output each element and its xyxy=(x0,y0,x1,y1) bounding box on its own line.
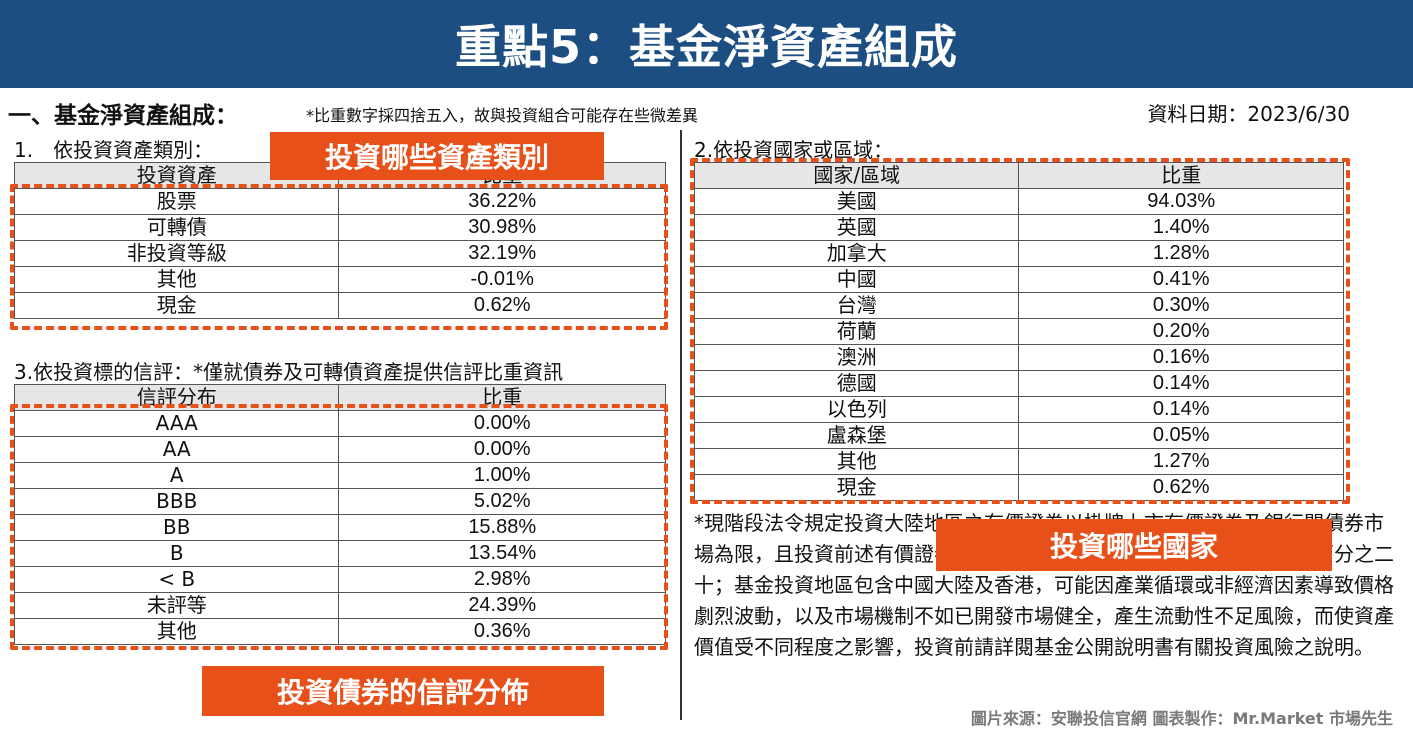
asset-weight: 32.19% xyxy=(338,240,666,267)
country-weight: 0.05% xyxy=(1018,422,1344,449)
country-name: 以色列 xyxy=(693,396,1020,423)
country-name: 台灣 xyxy=(693,292,1020,319)
rating-weight: 2.98% xyxy=(338,566,666,593)
rating-name: 其他 xyxy=(13,618,340,645)
table-header-row: 國家/區域 比重 xyxy=(693,162,1344,189)
asset-class-subhead: 1. 依投資資產類別： xyxy=(14,138,214,162)
column-header: 國家/區域 xyxy=(693,162,1020,189)
rating-weight: 0.00% xyxy=(338,436,666,463)
country-name: 荷蘭 xyxy=(693,318,1020,345)
country-weight: 0.41% xyxy=(1018,266,1344,293)
country-weight: 0.20% xyxy=(1018,318,1344,345)
country-highlight xyxy=(690,158,1350,504)
table-row: AA 0.00% xyxy=(13,436,666,463)
country-name: 加拿大 xyxy=(693,240,1020,267)
asset-weight: 0.62% xyxy=(338,292,666,319)
column-divider xyxy=(680,130,682,720)
country-weight: 1.40% xyxy=(1018,214,1344,241)
country-weight: 0.14% xyxy=(1018,370,1344,397)
table-row: 以色列 0.14% xyxy=(693,396,1344,423)
asset-class-highlight xyxy=(10,184,668,330)
table-row: BBB 5.02% xyxy=(13,488,666,515)
title-banner: 重點5：基金淨資產組成 xyxy=(0,0,1413,88)
section-heading-row: 一、基金淨資產組成： *比重數字採四捨五入，故與投資組合可能存在些微差異 資料日… xyxy=(8,96,1408,129)
rating-weight: 0.00% xyxy=(338,410,666,437)
rating-name: AA xyxy=(13,436,340,463)
country-table: 國家/區域 比重 美國 94.03% 英國 1.40% 加拿大 1.28% 中國 0.4… xyxy=(693,162,1344,501)
country-callout: 投資哪些國家 xyxy=(936,519,1332,571)
rating-weight: 5.02% xyxy=(338,488,666,515)
rating-name: A xyxy=(13,462,340,489)
data-date: 資料日期：2023/6/30 xyxy=(1147,102,1350,126)
asset-name: 非投資等級 xyxy=(13,240,340,267)
rating-weight: 0.36% xyxy=(338,618,666,645)
table-row: 現金 0.62% xyxy=(13,292,666,319)
table-row: 加拿大 1.28% xyxy=(693,240,1344,267)
country-name: 英國 xyxy=(693,214,1020,241)
credit-rating-subhead: 3.依投資標的信評：*僅就債券及可轉債資產提供信評比重資訊 xyxy=(14,360,564,384)
table-row: 非投資等級 32.19% xyxy=(13,240,666,267)
table-row: 可轉債 30.98% xyxy=(13,214,666,241)
table-row: 其他 0.36% xyxy=(13,618,666,645)
table-row: 英國 1.40% xyxy=(693,214,1344,241)
credit-rating-highlight xyxy=(10,404,668,650)
credit-rating-callout: 投資債券的信評分佈 xyxy=(202,666,604,716)
table-row: 其他 -0.01% xyxy=(13,266,666,293)
rating-name: BBB xyxy=(13,488,340,515)
asset-class-callout: 投資哪些資產類別 xyxy=(270,132,604,180)
asset-weight: 30.98% xyxy=(338,214,666,241)
table-row: 盧森堡 0.05% xyxy=(693,422,1344,449)
country-weight: 1.27% xyxy=(1018,448,1344,475)
table-row: 其他 1.27% xyxy=(693,448,1344,475)
section-heading: 一、基金淨資產組成： xyxy=(8,103,238,129)
credit-rating-table: 信評分布 比重 AAA 0.00% AA 0.00% A 1.00% BBB 5.02%… xyxy=(13,384,666,645)
asset-name: 可轉債 xyxy=(13,214,340,241)
table-row: 荷蘭 0.20% xyxy=(693,318,1344,345)
table-row: 澳洲 0.16% xyxy=(693,344,1344,371)
rating-weight: 1.00% xyxy=(338,462,666,489)
page-title: 重點5：基金淨資產組成 xyxy=(454,20,958,74)
country-weight: 1.28% xyxy=(1018,240,1344,267)
image-credit: 圖片來源：安聯投信官網 圖表製作：Mr.Market 市場先生 xyxy=(970,709,1393,728)
asset-name: 其他 xyxy=(13,266,340,293)
table-row: A 1.00% xyxy=(13,462,666,489)
country-weight: 0.14% xyxy=(1018,396,1344,423)
asset-weight: -0.01% xyxy=(338,266,666,293)
column-header: 比重 xyxy=(1018,162,1344,189)
asset-name: 現金 xyxy=(13,292,340,319)
rounding-note: *比重數字採四捨五入，故與投資組合可能存在些微差異 xyxy=(306,106,699,125)
